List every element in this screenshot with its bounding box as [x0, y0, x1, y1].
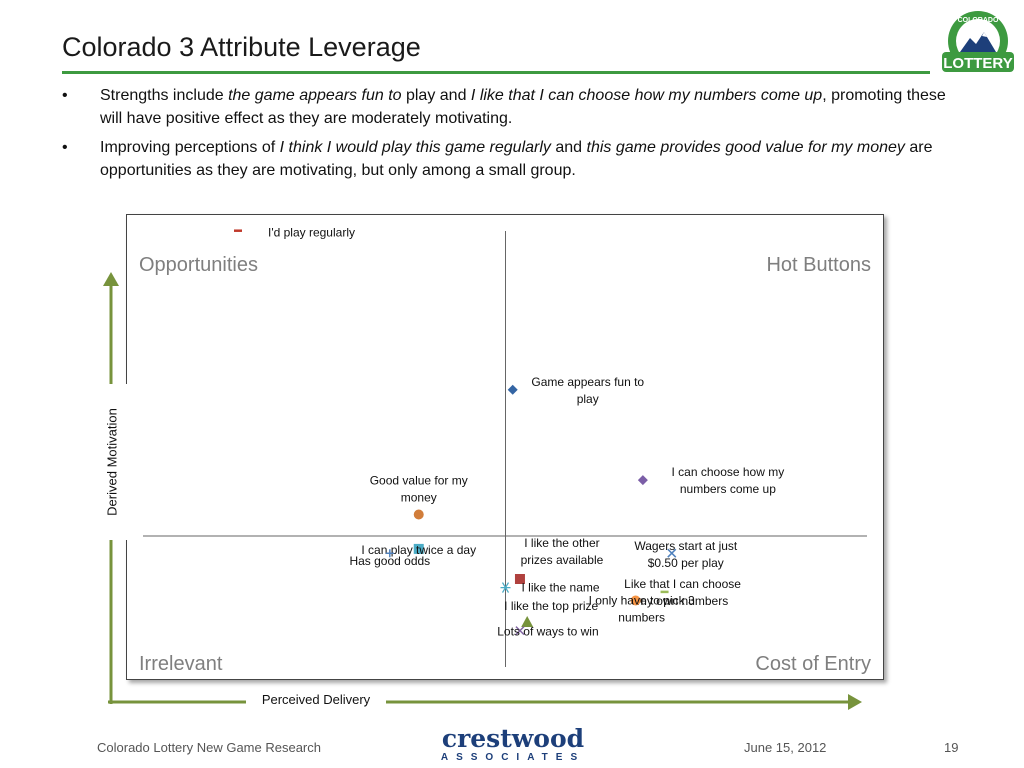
- page-number: 19: [944, 740, 959, 755]
- y-axis-label: Derived Motivation: [97, 384, 127, 540]
- marker-diamond: [637, 475, 648, 486]
- y-axis-label-text: Derived Motivation: [104, 408, 120, 516]
- marker-square: [514, 574, 525, 584]
- bullet-text: , promoting these will have positive eff…: [100, 87, 946, 127]
- bullet-text: and: [550, 139, 587, 156]
- bullet-italic-text: the game appears fun to: [228, 87, 402, 104]
- marker-x: [667, 548, 677, 558]
- point-label: I can choose how my numbers come up: [672, 465, 785, 496]
- point-label: Wagers start at just $0.50 per play: [634, 539, 738, 570]
- marker-x: [515, 626, 525, 636]
- crestwood-name: crestwood: [441, 724, 585, 753]
- bullet-item: Improving perceptions of I think I would…: [62, 136, 962, 182]
- bullet-text: are opportunities as they are motivating…: [100, 139, 933, 179]
- quadrant-label-top-left: Opportunities: [139, 254, 258, 276]
- footer-date: June 15, 2012: [744, 740, 827, 755]
- point-label: Has good odds: [349, 554, 430, 568]
- chart-frame: Opportunities Hot Buttons Irrelevant Cost o…: [126, 214, 884, 680]
- marker-diamond: [507, 384, 518, 395]
- quadrant-label-top-right: Hot Buttons: [766, 254, 871, 276]
- logo-bottom-text: LOTTERY: [943, 55, 1012, 72]
- bullet-italic-text: this game provides good value for my mon…: [586, 139, 905, 156]
- slide-title: Colorado 3 Attribute Leverage: [62, 32, 421, 62]
- bullet-item: Strengths include the game appears fun t…: [62, 84, 962, 130]
- point-label: Game appears fun to play: [531, 375, 644, 406]
- crestwood-logo: crestwood ASSOCIATES: [438, 724, 588, 764]
- bullet-italic-text: I think I would play this game regularly: [279, 139, 551, 156]
- quadrant-label-bottom-right: Cost of Entry: [755, 653, 871, 675]
- marker-square: [413, 543, 424, 554]
- point-label: I like the name: [522, 581, 600, 595]
- point-label: Good value for my money: [370, 474, 468, 505]
- point-label: I like the top prize: [504, 599, 598, 613]
- marker-circle: [413, 509, 424, 520]
- scatter-chart: Opportunities Hot Buttons Irrelevant Cost o…: [139, 226, 871, 675]
- point-label: Like that I can choose my own numbers: [624, 577, 741, 608]
- quadrant-label-bottom-left: Irrelevant: [139, 653, 223, 675]
- bullet-text: play and: [401, 87, 471, 104]
- bullet-list: Strengths include the game appears fun t…: [62, 84, 962, 188]
- bullet-text: Strengths include: [100, 87, 229, 104]
- marker-asterisk: [500, 582, 511, 593]
- crestwood-sub: ASSOCIATES: [440, 752, 586, 763]
- marker-plus: [385, 549, 394, 558]
- point-label: I like the other prizes available: [521, 536, 604, 567]
- marker-circle: [630, 595, 641, 606]
- colorado-lottery-logo: COLORADO LOTTERY: [942, 11, 1014, 72]
- bullet-italic-text: I like that I can choose how my numbers …: [470, 87, 823, 104]
- point-label: Lots of ways to win: [497, 625, 598, 639]
- marker-triangle: [521, 616, 534, 627]
- x-axis-label: Perceived Delivery: [246, 692, 386, 707]
- point-label: I only have to pick 3 numbers: [589, 594, 695, 625]
- footer-left: Colorado Lottery New Game Research: [97, 740, 321, 755]
- title-rule: [62, 71, 930, 74]
- bullet-text: Improving perceptions of: [100, 139, 280, 156]
- point-label: I'd play regularly: [268, 226, 355, 240]
- logo-top-text: COLORADO: [958, 17, 999, 24]
